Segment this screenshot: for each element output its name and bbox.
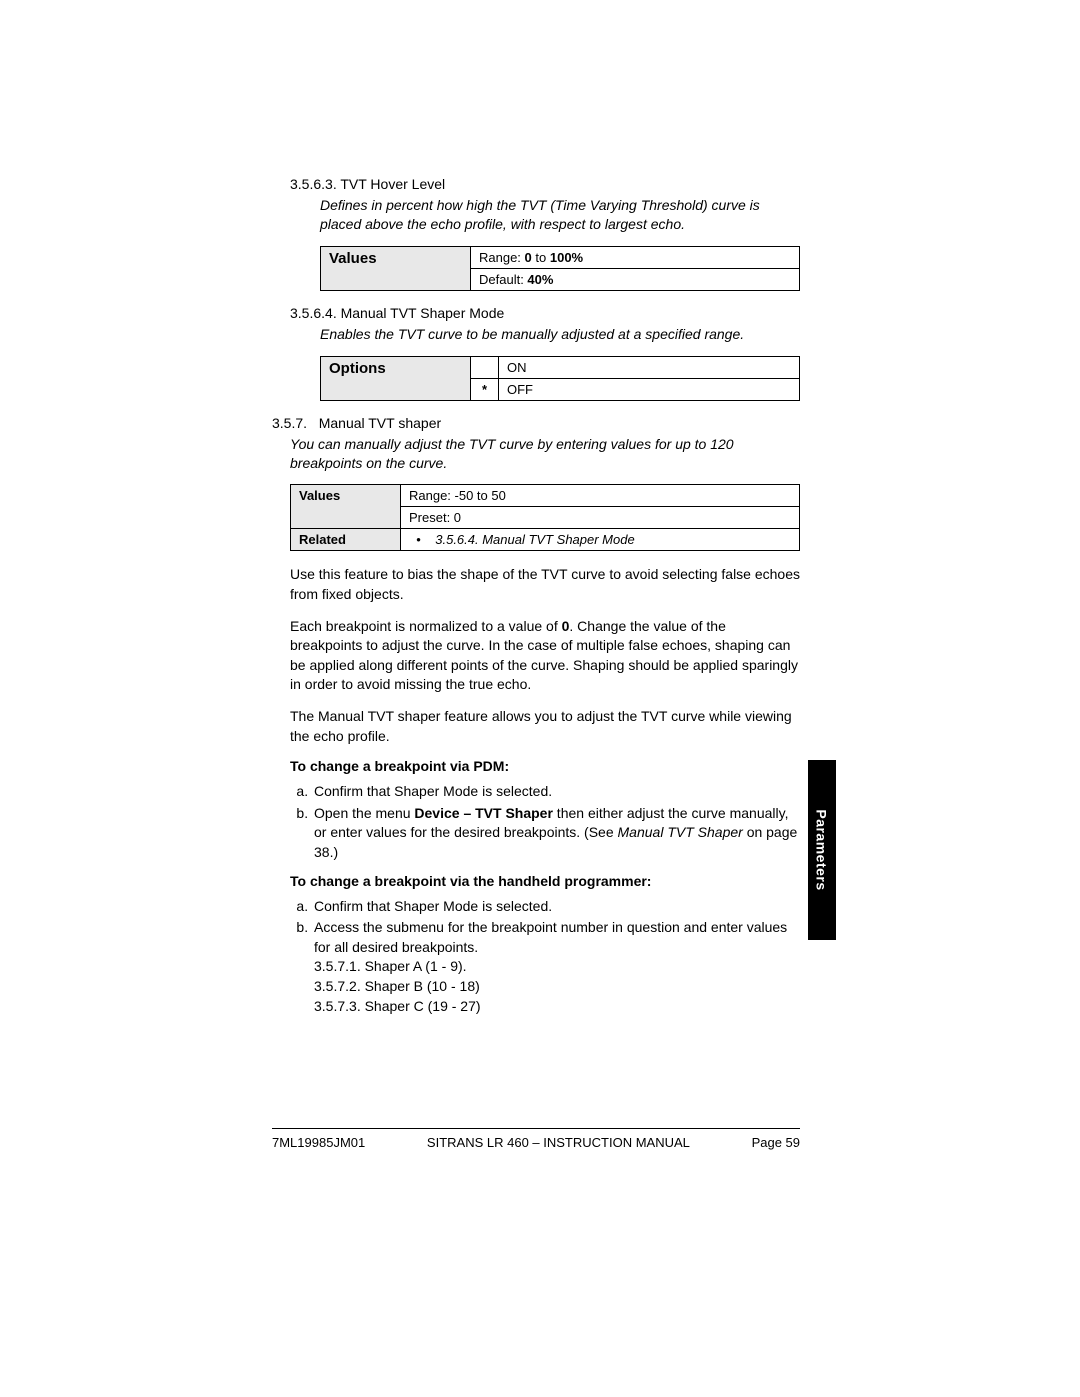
paragraph-2: Each breakpoint is normalized to a value… <box>290 617 800 695</box>
section-number: 3.5.6.4. <box>290 305 337 321</box>
values-table-3563: Values Range: 0 to 100% Default: 40% <box>320 246 800 291</box>
options-label: Options <box>321 356 471 400</box>
pdm-step-b: Open the menu Device – TVT Shaper then e… <box>312 804 800 863</box>
section-3564-description: Enables the TVT curve to be manually adj… <box>320 325 800 344</box>
preset-cell: Preset: 0 <box>401 507 800 529</box>
related-item: 3.5.6.4. Manual TVT Shaper Mode <box>435 532 634 547</box>
handheld-heading: To change a breakpoint via the handheld … <box>290 873 800 889</box>
section-357-description: You can manually adjust the TVT curve by… <box>290 435 800 473</box>
handheld-steps: Confirm that Shaper Mode is selected. Ac… <box>312 897 800 1017</box>
default-cell: Default: 40% <box>471 268 800 290</box>
option-off: OFF <box>499 378 800 400</box>
pdm-step-a: Confirm that Shaper Mode is selected. <box>312 782 800 802</box>
pdm-b-italic: Manual TVT Shaper <box>618 824 747 840</box>
shaper-c: 3.5.7.3. Shaper C (19 - 27) <box>314 997 800 1017</box>
section-title: Manual TVT Shaper Mode <box>341 305 505 321</box>
section-3564-heading: 3.5.6.4. Manual TVT Shaper Mode <box>290 305 800 321</box>
related-cell: • 3.5.6.4. Manual TVT Shaper Mode <box>401 529 800 551</box>
range-label: Range: <box>479 250 525 265</box>
values-table-357: Values Range: -50 to 50 Preset: 0 Relate… <box>290 484 800 551</box>
range-to: to <box>532 250 550 265</box>
range-max: 100% <box>550 250 583 265</box>
footer-page: Page 59 <box>752 1135 800 1150</box>
default-marker: * <box>471 378 499 400</box>
side-tab-parameters: Parameters <box>808 760 836 940</box>
section-number: 3.5.6.3. <box>290 176 337 192</box>
section-3563-description: Defines in percent how high the TVT (Tim… <box>320 196 800 234</box>
range-cell: Range: 0 to 100% <box>471 246 800 268</box>
section-title: Manual TVT shaper <box>319 415 441 431</box>
pdm-b-bold: Device – TVT Shaper <box>414 805 553 821</box>
side-tab-label: Parameters <box>814 809 830 890</box>
values-label: Values <box>291 485 401 529</box>
page-footer: 7ML19985JM01 SITRANS LR 460 – INSTRUCTIO… <box>272 1128 800 1150</box>
range-min: 0 <box>525 250 532 265</box>
hh-step-b: Access the submenu for the breakpoint nu… <box>312 918 800 1016</box>
default-label: Default: <box>479 272 527 287</box>
section-title: TVT Hover Level <box>340 176 445 192</box>
paragraph-1: Use this feature to bias the shape of th… <box>290 565 800 604</box>
hh-step-a: Confirm that Shaper Mode is selected. <box>312 897 800 917</box>
p2-part-a: Each breakpoint is normalized to a value… <box>290 618 562 634</box>
empty-cell <box>471 356 499 378</box>
options-table-3564: Options ON * OFF <box>320 356 800 401</box>
shaper-list: 3.5.7.1. Shaper A (1 - 9). 3.5.7.2. Shap… <box>314 957 800 1016</box>
footer-doc-id: 7ML19985JM01 <box>272 1135 365 1150</box>
hh-b-text: Access the submenu for the breakpoint nu… <box>314 919 787 955</box>
page-content: 3.5.6.3. TVT Hover Level Defines in perc… <box>290 170 800 1026</box>
pdm-steps: Confirm that Shaper Mode is selected. Op… <box>312 782 800 862</box>
related-label: Related <box>291 529 401 551</box>
paragraph-3: The Manual TVT shaper feature allows you… <box>290 707 800 746</box>
option-on: ON <box>499 356 800 378</box>
shaper-a: 3.5.7.1. Shaper A (1 - 9). <box>314 957 800 977</box>
shaper-b: 3.5.7.2. Shaper B (10 - 18) <box>314 977 800 997</box>
range-cell: Range: -50 to 50 <box>401 485 800 507</box>
section-3563-heading: 3.5.6.3. TVT Hover Level <box>290 176 800 192</box>
section-357-heading: 3.5.7. Manual TVT shaper <box>272 415 800 431</box>
footer-title: SITRANS LR 460 – INSTRUCTION MANUAL <box>427 1135 690 1150</box>
pdm-b-text1: Open the menu <box>314 805 414 821</box>
values-label: Values <box>321 246 471 290</box>
section-number: 3.5.7. <box>272 415 307 431</box>
bullet-icon: • <box>416 532 421 547</box>
pdm-heading: To change a breakpoint via PDM: <box>290 758 800 774</box>
default-value: 40% <box>527 272 553 287</box>
